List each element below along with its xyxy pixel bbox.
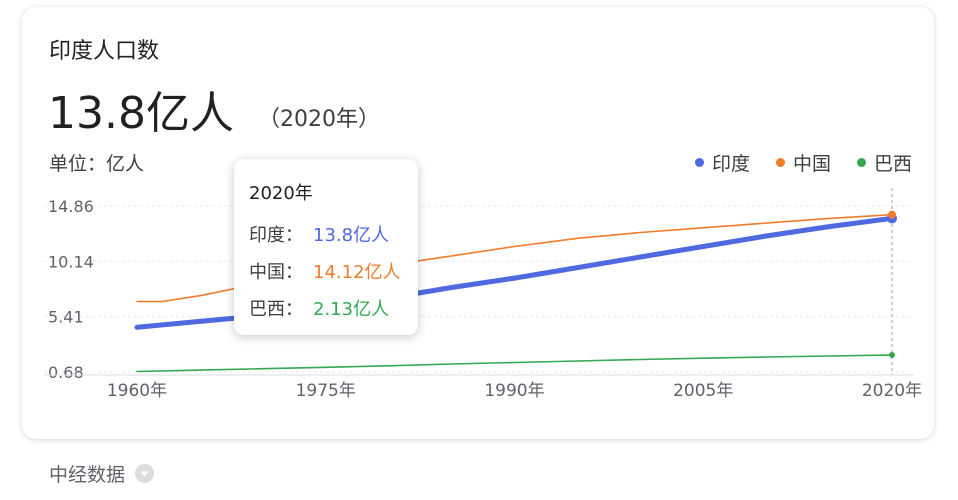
tooltip-row-india: 印度： 13.8亿人 <box>249 221 389 247</box>
legend-item-brazil[interactable]: 巴西 <box>856 149 912 176</box>
chart-legend: 印度 中国 巴西 <box>694 149 912 176</box>
tooltip-row-china: 中国： 14.12亿人 <box>249 258 401 284</box>
tooltip-name-brazil: 巴西： <box>249 299 303 320</box>
unit-label: 单位：亿人 <box>49 153 145 175</box>
y-tick-label: 10.14 <box>48 252 94 271</box>
source-attribution[interactable]: 中经数据 <box>49 460 155 487</box>
tooltip-value-india: 13.8亿人 <box>313 225 390 246</box>
population-card: 印度人口数 13.8亿人 （2020年） 单位：亿人 印度 中国 巴西 14.8… <box>22 7 934 439</box>
y-tick-label: 5.41 <box>48 308 84 327</box>
legend-dot-brazil <box>856 158 866 167</box>
tooltip-name-china: 中国： <box>249 262 303 283</box>
headline-year: （2020年） <box>258 107 380 132</box>
x-tick-label: 1960年 <box>107 381 167 401</box>
headline-value: 13.8亿人 <box>48 88 234 139</box>
data-point-brazil <box>889 352 895 359</box>
y-tick-label: 0.68 <box>48 363 84 382</box>
legend-label-brazil: 巴西 <box>873 153 912 175</box>
x-tick-label: 2020年 <box>862 381 922 401</box>
card-title: 印度人口数 <box>49 39 160 64</box>
data-point-china <box>888 210 896 219</box>
x-tick-label: 1990年 <box>484 381 544 401</box>
y-tick-label: 14.86 <box>48 197 94 216</box>
legend-label-china: 中国 <box>792 153 831 175</box>
legend-item-india[interactable]: 印度 <box>694 149 750 176</box>
x-tick-label: 1975年 <box>296 381 356 401</box>
source-label[interactable]: 中经数据 <box>49 464 126 486</box>
legend-dot-india <box>694 158 704 167</box>
chevron-down-icon[interactable] <box>135 464 155 483</box>
tooltip-value-brazil: 2.13亿人 <box>313 299 390 320</box>
legend-label-india: 印度 <box>711 153 750 175</box>
tooltip-name-india: 印度： <box>249 225 303 246</box>
series-line-china <box>136 213 893 303</box>
x-tick-label: 2005年 <box>673 381 733 401</box>
chart-tooltip: 2020年 印度： 13.8亿人 中国： 14.12亿人 巴西： 2.13亿人 <box>234 159 418 335</box>
line-chart[interactable]: 14.86 10.14 5.41 0.68 1960年 1975年 1990年 2005年 20… <box>22 7 934 439</box>
tooltip-row-brazil: 巴西： 2.13亿人 <box>249 295 389 321</box>
tooltip-value-china: 14.12亿人 <box>313 262 401 283</box>
legend-dot-china <box>775 158 785 167</box>
series-line-brazil <box>136 354 893 373</box>
legend-item-china[interactable]: 中国 <box>775 149 831 176</box>
tooltip-year: 2020年 <box>249 183 313 204</box>
